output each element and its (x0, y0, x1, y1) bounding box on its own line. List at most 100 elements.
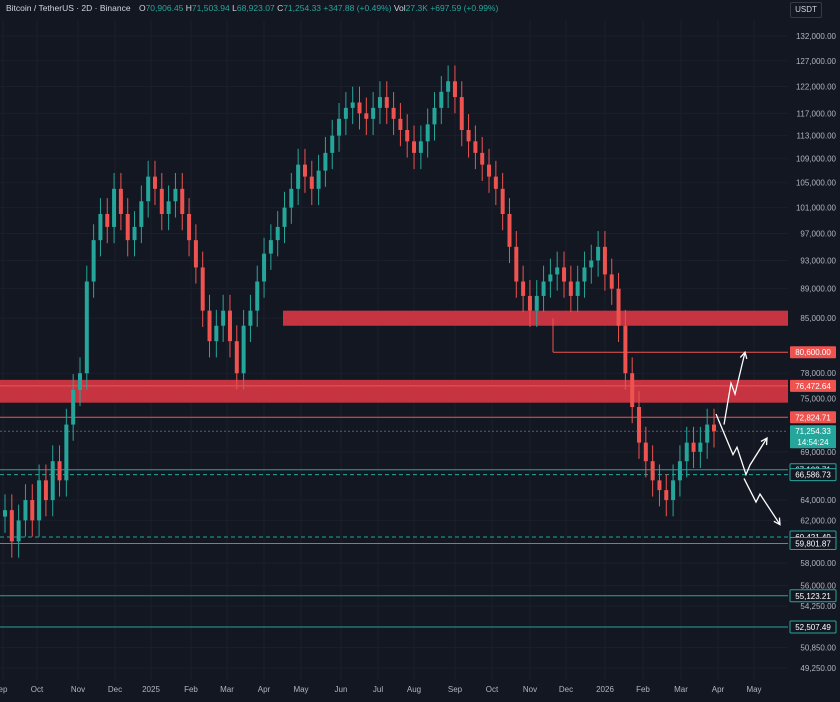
candle-body (684, 442, 689, 462)
candle-body (289, 188, 294, 208)
price-tick: 117,000.00 (797, 109, 837, 118)
candle-body (514, 246, 519, 282)
candle-body (139, 201, 144, 227)
time-tick: Nov (71, 685, 85, 694)
candle-body (118, 188, 123, 214)
candle-body (43, 480, 48, 501)
candle-body (582, 267, 587, 282)
time-tick: Aug (407, 685, 421, 694)
open-label: O (138, 3, 146, 13)
open-value: 70,906.45 (145, 3, 184, 13)
close-value: 71,254.33 (283, 3, 322, 13)
candle-body (275, 226, 280, 241)
price-label-text: 59,801.87 (795, 540, 831, 549)
price-tick: 78,000.00 (800, 369, 836, 378)
price-label-text: 71,254.33 (795, 427, 831, 436)
price-label[interactable]: 80,600.00 (790, 346, 836, 359)
candle-body (37, 480, 42, 521)
resistance-zone[interactable] (0, 379, 788, 403)
candle-body (575, 281, 580, 296)
candle-body (493, 176, 498, 189)
time-tick: Dec (108, 685, 122, 694)
price-tick: 122,000.00 (796, 83, 837, 92)
candle-body (602, 246, 607, 275)
projection-arrow[interactable] (715, 413, 768, 477)
candle-body (616, 288, 621, 326)
price-tick: 49,250.00 (800, 664, 836, 673)
price-tick: 89,000.00 (800, 285, 836, 294)
candle-body (473, 141, 478, 153)
time-tick: Apr (712, 685, 725, 694)
candle-body (180, 188, 185, 214)
candle-body (466, 129, 471, 142)
candle-body (64, 424, 69, 481)
time-tick: Mar (220, 685, 234, 694)
candle-body (384, 97, 389, 108)
volume-value: 27.3K (405, 3, 428, 13)
time-tick: Jul (373, 685, 383, 694)
price-label[interactable]: 59,801.87 (789, 537, 837, 551)
time-tick: Oct (31, 685, 44, 694)
price-tick: 109,000.00 (796, 155, 837, 164)
price-label[interactable]: 76,472.64 (790, 379, 836, 392)
price-label[interactable]: 66,586.73 (789, 468, 837, 482)
candle-body (664, 490, 669, 501)
currency-button[interactable]: USDT (790, 2, 822, 18)
candle-body (316, 170, 321, 189)
arrow-head (760, 436, 768, 446)
candle-body (439, 91, 444, 108)
low-label: L (232, 3, 237, 13)
candle-body (159, 188, 164, 214)
candle-body (30, 500, 35, 521)
candle-body (562, 267, 567, 282)
price-tick: 105,000.00 (796, 179, 837, 188)
candle-body (364, 113, 369, 119)
candle-body (425, 124, 430, 142)
candle-body (84, 281, 89, 374)
arrow-head (773, 517, 781, 526)
price-labels: 80,600.00 76,472.64 72,824.71 71,254.33 14:5… (789, 346, 837, 634)
projection-arrow[interactable] (743, 478, 781, 525)
candle-body (609, 274, 614, 289)
candle-body (309, 176, 314, 189)
time-tick: 2025 (142, 685, 160, 694)
time-tick: Apr (258, 685, 271, 694)
candle-body (630, 373, 635, 407)
candle-body (446, 81, 451, 92)
resistance-zone[interactable] (283, 310, 788, 326)
zone-layer (0, 310, 788, 403)
candle-body (337, 118, 342, 136)
projection-arrow[interactable] (723, 352, 746, 425)
time-tick: Jun (335, 685, 348, 694)
candle-body (418, 141, 423, 153)
price-label[interactable]: 14:54:24 (790, 436, 836, 449)
candle-body (412, 141, 417, 153)
candle-body (91, 240, 96, 282)
candle-body (705, 424, 710, 443)
high-label: H (185, 3, 192, 13)
time-tick: Feb (636, 685, 650, 694)
candle-body (712, 424, 716, 432)
price-axis[interactable]: 132,000.00 127,000.00 122,000.00 117,000.00… (796, 32, 837, 673)
price-label[interactable]: 52,507.49 (789, 620, 837, 634)
price-tick: 56,000.00 (800, 582, 836, 591)
price-tick: 54,250.00 (800, 602, 836, 611)
candle-body (637, 406, 642, 443)
candle-body (507, 213, 512, 247)
candle-body (302, 164, 307, 177)
price-tick: 97,000.00 (800, 229, 836, 238)
price-label-text: 55,123.21 (795, 592, 831, 601)
candle-body (596, 246, 601, 261)
candle-body (71, 389, 76, 425)
price-label[interactable]: 55,123.21 (789, 589, 837, 603)
price-label[interactable]: 72,824.71 (790, 411, 836, 424)
candle-body (541, 281, 546, 296)
price-label[interactable]: 71,254.33 (790, 425, 836, 438)
symbol-title[interactable]: Bitcoin / TetherUS · 2D · Binance (6, 3, 131, 13)
candle-body (432, 107, 437, 125)
price-tick: 75,000.00 (800, 394, 836, 403)
candle-body (234, 341, 239, 374)
time-axis[interactable]: ep Oct Nov Dec 2025 Feb Mar Apr May Jun Jul Aug Sep O… (0, 685, 762, 694)
